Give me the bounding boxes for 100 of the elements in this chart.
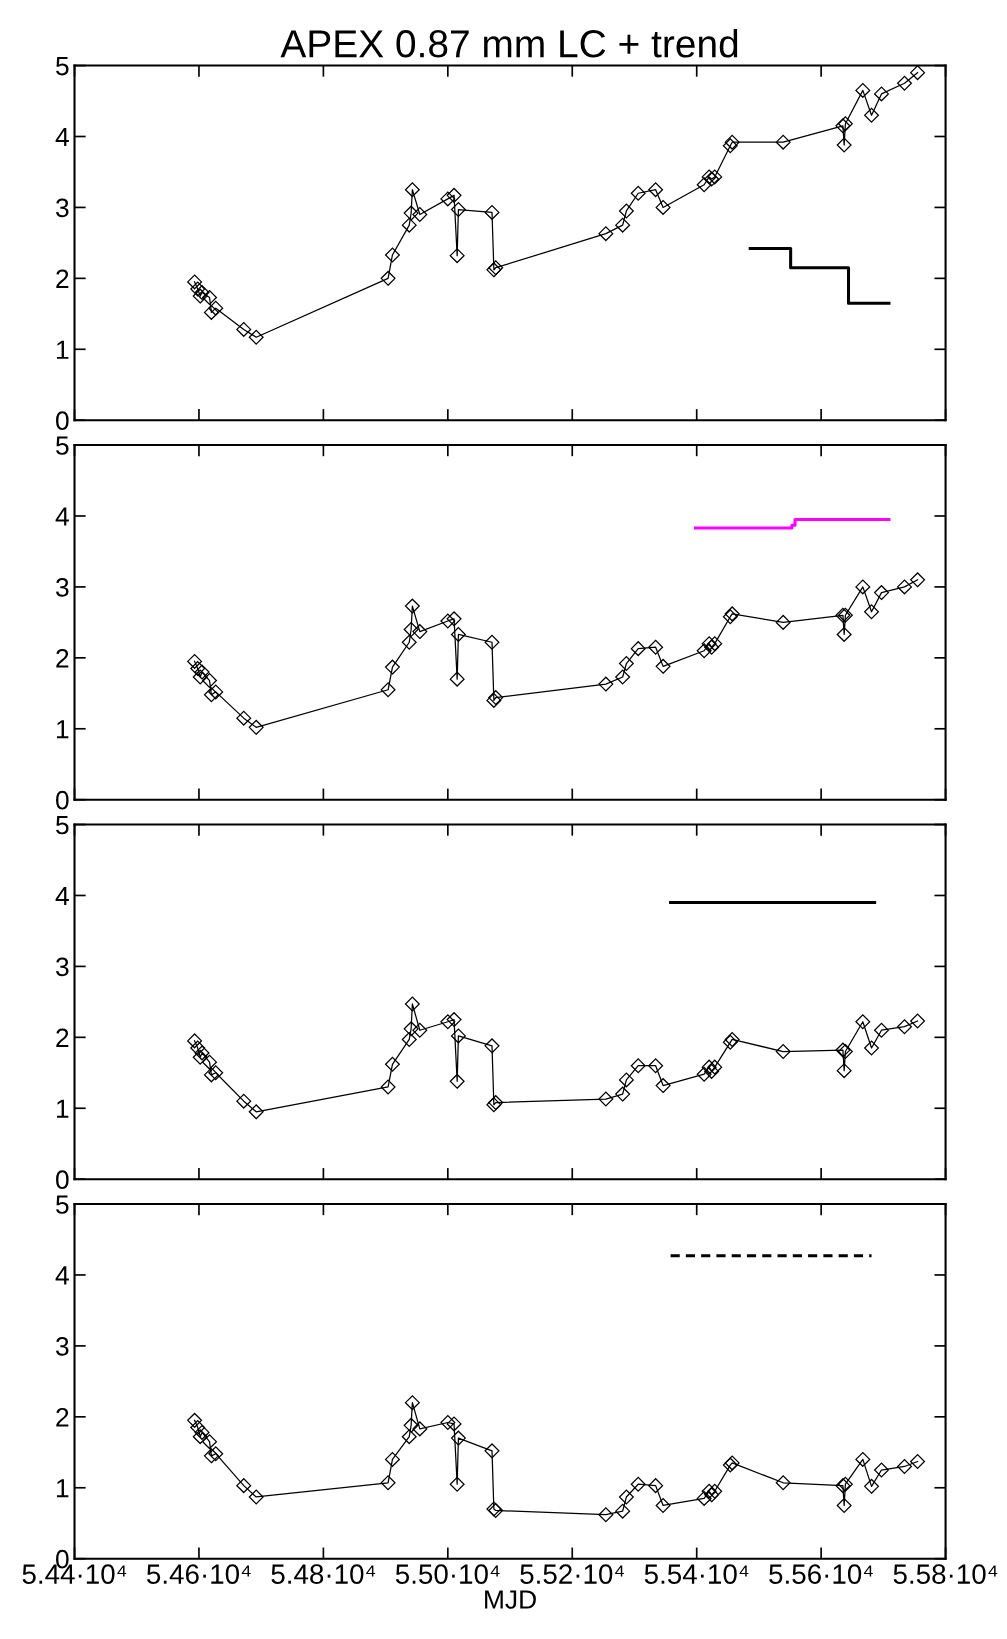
point (440, 1415, 456, 1430)
point (598, 676, 614, 692)
point (412, 624, 428, 640)
point (440, 613, 456, 629)
point (648, 182, 664, 198)
point (208, 1446, 224, 1462)
point (380, 270, 396, 286)
point (696, 1490, 712, 1506)
point (484, 1038, 500, 1054)
point (864, 1478, 880, 1494)
point (873, 1462, 889, 1478)
point (450, 626, 466, 642)
point (910, 65, 926, 81)
point (208, 1065, 224, 1081)
point (598, 1507, 614, 1523)
point (648, 639, 664, 655)
point (897, 1458, 913, 1474)
point (202, 1434, 218, 1450)
point (440, 191, 456, 207)
point (704, 1487, 720, 1503)
point (203, 687, 219, 703)
point (873, 86, 889, 102)
point (446, 611, 462, 627)
x-tick-label: 5.48·10⁴ (271, 1564, 376, 1584)
point (404, 1395, 420, 1411)
y-tick-label: 2 (56, 648, 69, 668)
point (203, 1067, 219, 1083)
point (655, 1078, 671, 1094)
point (598, 226, 614, 242)
point (404, 598, 420, 614)
point (192, 669, 208, 685)
point (855, 579, 871, 595)
y-tick-label: 0 (56, 1170, 69, 1190)
chart-title: APEX 0.87 mm LC + trend (280, 29, 738, 58)
y-tick-label: 5 (56, 1195, 69, 1214)
point (187, 653, 203, 669)
point (404, 182, 420, 198)
point (202, 290, 218, 306)
x-tick-label: 5.56·10⁴ (769, 1564, 873, 1584)
point (618, 1072, 634, 1088)
point (446, 1416, 462, 1432)
y-tick-label: 2 (56, 1028, 69, 1047)
point (704, 1063, 720, 1079)
y-tick-label: 1 (56, 1099, 69, 1118)
point (449, 248, 465, 264)
point (615, 1503, 631, 1519)
point (440, 1014, 456, 1030)
y-tick-label: 4 (55, 886, 69, 906)
point (836, 137, 852, 153)
point (696, 643, 712, 659)
point (208, 684, 224, 700)
point (864, 1040, 880, 1056)
point (236, 321, 252, 337)
point (701, 1483, 717, 1499)
point (194, 664, 210, 680)
point (380, 682, 396, 698)
point (194, 1045, 210, 1061)
point (707, 1483, 723, 1499)
point (403, 1417, 419, 1433)
point (655, 1497, 671, 1513)
y-tick-label: 0 (56, 411, 69, 431)
point (380, 1079, 396, 1095)
point (190, 1419, 206, 1435)
point (192, 1049, 208, 1065)
point (190, 660, 206, 676)
point (203, 1448, 219, 1464)
point (615, 1086, 631, 1102)
point (449, 1073, 465, 1089)
point (248, 719, 264, 735)
y-tick-label: 3 (55, 1337, 69, 1356)
x-tick-label: 5.52·10⁴ (520, 1564, 624, 1584)
point (404, 996, 420, 1012)
y-tick-label: 1 (56, 340, 69, 359)
point (618, 203, 634, 219)
point (897, 75, 913, 91)
point (696, 177, 712, 193)
point (648, 1058, 664, 1074)
point (630, 641, 646, 657)
point (449, 1476, 465, 1492)
point (484, 634, 500, 650)
point (855, 82, 871, 98)
point (910, 1013, 926, 1029)
point (450, 1028, 466, 1044)
point (836, 1497, 852, 1513)
point (615, 217, 631, 233)
point (202, 673, 218, 689)
point (248, 329, 264, 345)
point (380, 1475, 396, 1491)
y-tick-label: 3 (55, 578, 69, 597)
point (775, 134, 791, 150)
point (873, 585, 889, 601)
point (618, 1489, 634, 1505)
y-tick-label: 1 (56, 720, 69, 739)
x-tick-label: 5.58·10⁴ (893, 1564, 998, 1584)
point (630, 185, 646, 201)
point (615, 669, 631, 685)
point (910, 1454, 926, 1470)
point (412, 207, 428, 223)
x-tick-label: 5.54·10⁴ (644, 1564, 749, 1584)
y-tick-label: 5 (56, 56, 69, 76)
